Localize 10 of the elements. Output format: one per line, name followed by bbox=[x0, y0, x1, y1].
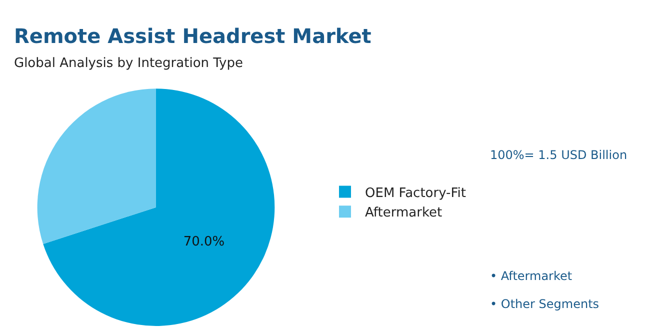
legend-label: OEM Factory-Fit bbox=[365, 186, 466, 201]
pie-slice bbox=[43, 88, 275, 326]
data-label: 70.0% bbox=[183, 234, 225, 250]
text: • Aftermarket bbox=[490, 269, 572, 283]
text: • Other Segments bbox=[490, 297, 600, 311]
text: 100%= 1.5 USD Billion bbox=[490, 148, 628, 162]
chart-subtitle: Global Analysis by Integration Type bbox=[14, 56, 243, 71]
legend-label: Aftermarket bbox=[365, 206, 442, 221]
pie-slice bbox=[38, 88, 156, 244]
chart-title: Remote Assist Headrest Market bbox=[14, 24, 372, 48]
